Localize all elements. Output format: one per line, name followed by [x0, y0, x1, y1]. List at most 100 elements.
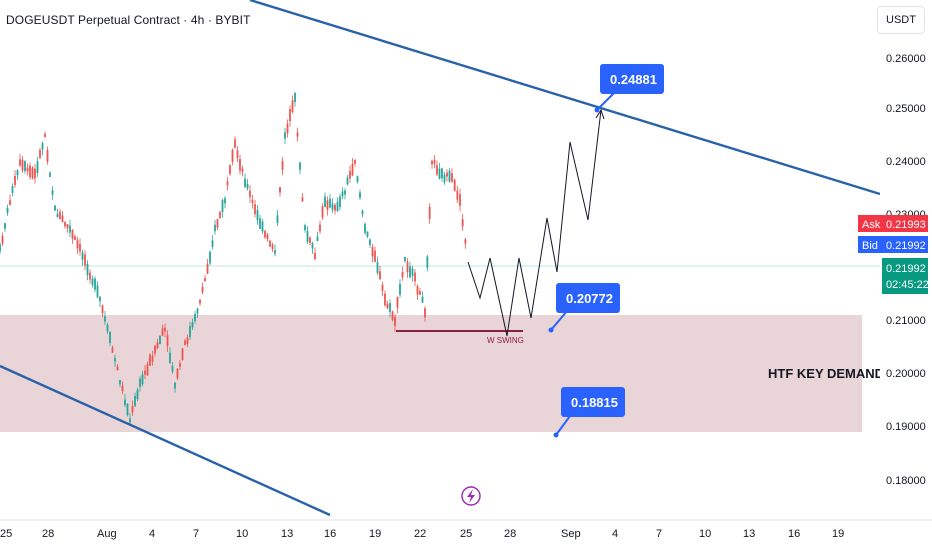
candle-body — [161, 328, 164, 336]
candle-body — [301, 197, 304, 202]
price-tick: 0.24000 — [886, 156, 926, 168]
candle-body — [443, 174, 446, 183]
candle-body — [409, 266, 411, 278]
candle-body — [291, 100, 294, 113]
candle-body — [29, 165, 31, 178]
candle-body — [239, 159, 241, 171]
candle-body — [304, 225, 306, 231]
candle-body — [56, 213, 59, 217]
candle-body — [54, 205, 56, 211]
lightning-bolt-icon[interactable] — [461, 486, 481, 506]
candle-body — [414, 272, 416, 282]
svg-text:Ask: Ask — [862, 219, 881, 231]
candle-body — [184, 340, 186, 345]
candle-body — [66, 224, 69, 229]
candle-body — [329, 198, 331, 208]
candle-body — [261, 221, 264, 232]
target-callout[interactable]: 0.24881 — [594, 64, 665, 113]
upper-trendline — [249, 0, 881, 196]
candle-body — [438, 168, 441, 179]
candle-body — [356, 176, 359, 182]
candle-body — [159, 335, 161, 345]
candle-body — [226, 181, 229, 186]
candle-body — [309, 237, 311, 244]
candle-body — [441, 168, 443, 179]
svg-text:0.21992: 0.21992 — [886, 263, 926, 275]
date-tick: 28 — [42, 528, 54, 540]
candle-body — [371, 246, 374, 257]
candle-body — [91, 278, 94, 285]
candle-body — [284, 132, 286, 139]
swing-callout[interactable]: 0.20772 — [548, 283, 621, 333]
candle-body — [121, 385, 124, 392]
candle-body — [433, 159, 436, 164]
candle-body — [114, 357, 116, 362]
candle-body — [31, 167, 34, 179]
date-tick: 4 — [149, 528, 155, 540]
date-ticks[interactable]: 25 28 Aug 4 7 10 13 16 19 22 25 28 Sep 4… — [0, 528, 844, 540]
candle-body — [176, 368, 179, 379]
candle-body — [276, 215, 279, 223]
candle-body — [244, 178, 246, 187]
candle-body — [464, 239, 467, 244]
ask-tag: Ask 0.21993 — [858, 215, 928, 232]
candle-body — [246, 183, 249, 189]
candle-body — [344, 190, 346, 195]
candle-body — [191, 322, 194, 328]
candle-body — [39, 149, 41, 158]
candle-body — [199, 299, 201, 304]
candle-body — [144, 370, 146, 375]
candle-body — [14, 175, 16, 186]
candle-body — [171, 365, 174, 372]
candle-body — [221, 200, 224, 212]
candle-body — [311, 243, 314, 249]
low-callout[interactable]: 0.18815 — [553, 387, 626, 438]
candle-body — [406, 261, 409, 273]
candle-body — [339, 196, 341, 208]
candle-body — [341, 191, 344, 197]
candle-body — [401, 272, 404, 278]
candle-body — [151, 355, 154, 362]
date-tick: Sep — [561, 528, 581, 540]
candle-body — [446, 172, 448, 177]
candle-body — [109, 331, 111, 344]
candle-body — [251, 199, 254, 203]
candle-body — [379, 271, 381, 279]
candle-body — [349, 171, 351, 179]
candle-body — [41, 143, 44, 150]
candle-body — [266, 234, 269, 240]
lower-trendline — [0, 364, 331, 517]
candle-body — [34, 168, 36, 179]
candle-body — [321, 206, 324, 218]
candle-body — [289, 109, 291, 121]
candle-body — [428, 206, 431, 219]
date-tick: 25 — [0, 528, 12, 540]
candle-body — [334, 205, 336, 211]
candle-body — [106, 324, 109, 332]
candle-body — [74, 236, 76, 240]
svg-text:0.24881: 0.24881 — [610, 72, 657, 87]
candle-body — [156, 342, 159, 349]
candle-body — [384, 293, 386, 306]
date-tick: 10 — [699, 528, 711, 540]
candle-body — [453, 179, 456, 192]
candle-body — [359, 192, 361, 199]
date-tick: 19 — [369, 528, 381, 540]
currency-button[interactable]: USDT — [877, 6, 925, 34]
candle-body — [426, 256, 429, 268]
candle-body — [376, 262, 379, 274]
candle-body — [186, 337, 189, 345]
candle-body — [424, 308, 426, 318]
last-price-tag: 0.21992 02:45:22 — [882, 258, 929, 294]
candle-body — [99, 296, 101, 302]
candle-body — [141, 374, 144, 385]
candle-body — [354, 159, 356, 164]
candle-body — [204, 278, 206, 282]
candle-body — [236, 150, 239, 158]
candle-body — [316, 236, 319, 241]
candle-body — [448, 170, 451, 182]
candle-body — [49, 172, 51, 177]
candle-body — [94, 278, 96, 290]
date-tick: 10 — [236, 528, 248, 540]
